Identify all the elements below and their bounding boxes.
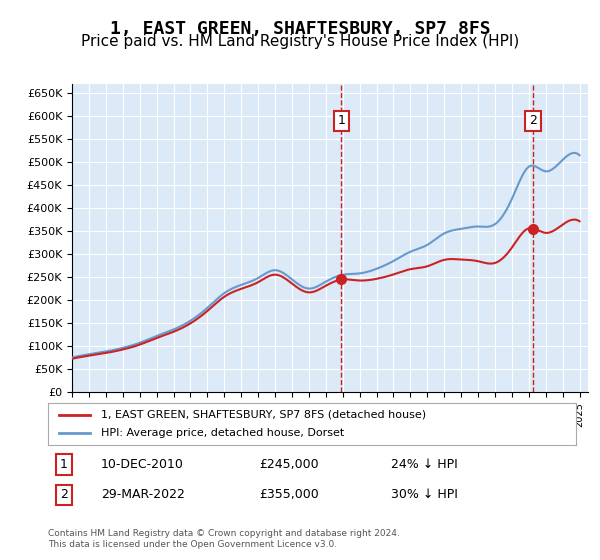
Text: 1: 1: [337, 114, 345, 127]
Text: 2: 2: [529, 114, 537, 127]
Text: Contains HM Land Registry data © Crown copyright and database right 2024.
This d: Contains HM Land Registry data © Crown c…: [48, 529, 400, 549]
Text: 10-DEC-2010: 10-DEC-2010: [101, 458, 184, 471]
Text: 30% ↓ HPI: 30% ↓ HPI: [391, 488, 458, 501]
Text: 1: 1: [60, 458, 68, 471]
Text: 1, EAST GREEN, SHAFTESBURY, SP7 8FS: 1, EAST GREEN, SHAFTESBURY, SP7 8FS: [110, 20, 490, 38]
Text: Price paid vs. HM Land Registry's House Price Index (HPI): Price paid vs. HM Land Registry's House …: [81, 34, 519, 49]
Text: £245,000: £245,000: [259, 458, 319, 471]
Text: £355,000: £355,000: [259, 488, 319, 501]
Text: 24% ↓ HPI: 24% ↓ HPI: [391, 458, 458, 471]
Text: 29-MAR-2022: 29-MAR-2022: [101, 488, 185, 501]
Text: 1, EAST GREEN, SHAFTESBURY, SP7 8FS (detached house): 1, EAST GREEN, SHAFTESBURY, SP7 8FS (det…: [101, 410, 426, 420]
Text: HPI: Average price, detached house, Dorset: HPI: Average price, detached house, Dors…: [101, 428, 344, 438]
Text: 2: 2: [60, 488, 68, 501]
